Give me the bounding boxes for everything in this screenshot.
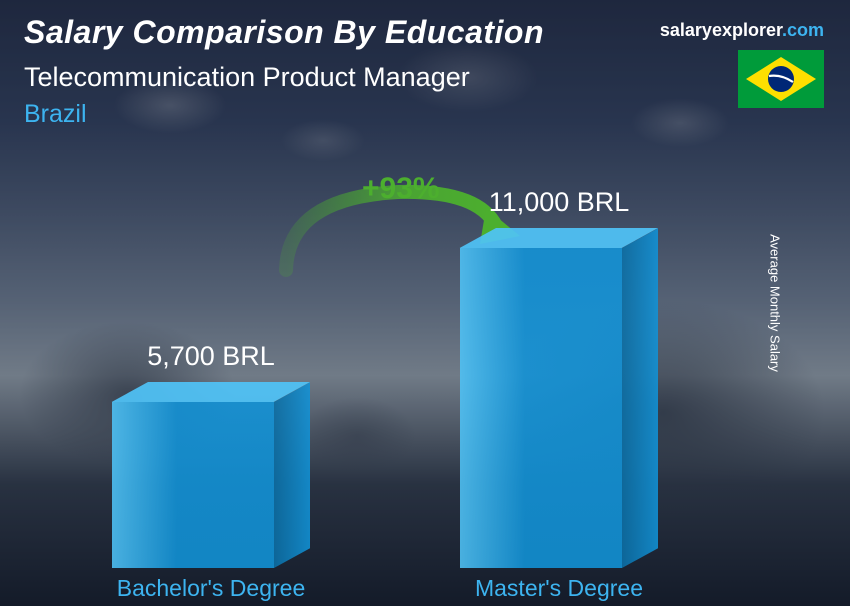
bar-side	[622, 228, 658, 568]
site-brand: salaryexplorer.com	[660, 20, 824, 41]
job-title: Telecommunication Product Manager	[24, 62, 470, 93]
bar-front	[460, 248, 622, 568]
bar-category-label: Master's Degree	[430, 575, 688, 602]
bar-front	[112, 402, 274, 568]
country-flag-icon	[738, 50, 824, 108]
site-name-main: salaryexplorer	[660, 20, 782, 40]
country-name: Brazil	[24, 100, 87, 129]
bar-group: 11,000 BRLMaster's Degree	[460, 212, 658, 568]
bar-category-label: Bachelor's Degree	[82, 575, 340, 602]
bar-group: 5,700 BRLBachelor's Degree	[112, 366, 310, 568]
page-title: Salary Comparison By Education	[24, 14, 544, 51]
bar-chart: +93% 5,700 BRLBachelor's Degree11,000 BR…	[0, 146, 850, 606]
bar-value: 11,000 BRL	[460, 187, 658, 218]
content-layer: Salary Comparison By Education Telecommu…	[0, 0, 850, 606]
site-name-tld: .com	[782, 20, 824, 40]
bar-side	[274, 382, 310, 568]
increase-percentage: +93%	[362, 172, 440, 206]
bar-value: 5,700 BRL	[112, 341, 310, 372]
